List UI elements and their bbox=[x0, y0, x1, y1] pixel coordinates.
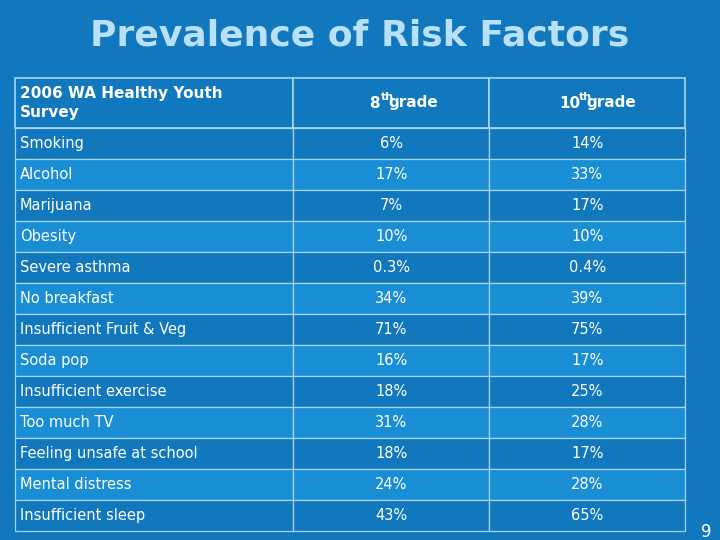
Bar bbox=[490, 190, 685, 221]
Text: 14%: 14% bbox=[571, 136, 603, 151]
Bar bbox=[293, 314, 490, 345]
Bar bbox=[15, 469, 293, 500]
Text: 17%: 17% bbox=[375, 167, 408, 182]
Text: Smoking: Smoking bbox=[20, 136, 84, 151]
Bar bbox=[490, 252, 685, 283]
Text: 17%: 17% bbox=[571, 446, 603, 461]
Text: th: th bbox=[579, 92, 593, 102]
Bar bbox=[293, 283, 490, 314]
Bar bbox=[15, 283, 293, 314]
Bar bbox=[293, 252, 490, 283]
Bar bbox=[490, 283, 685, 314]
Bar bbox=[15, 345, 293, 376]
Text: Prevalence of Risk Factors: Prevalence of Risk Factors bbox=[91, 18, 629, 52]
Text: 0.4%: 0.4% bbox=[569, 260, 606, 275]
Bar bbox=[490, 314, 685, 345]
Bar bbox=[15, 159, 293, 190]
Text: Mental distress: Mental distress bbox=[20, 477, 132, 492]
Text: 43%: 43% bbox=[375, 508, 408, 523]
Bar bbox=[490, 345, 685, 376]
Text: 18%: 18% bbox=[375, 446, 408, 461]
Text: 65%: 65% bbox=[571, 508, 603, 523]
Text: 2006 WA Healthy Youth
Survey: 2006 WA Healthy Youth Survey bbox=[20, 86, 222, 120]
Bar bbox=[293, 221, 490, 252]
Bar bbox=[293, 78, 490, 128]
Bar bbox=[490, 78, 685, 128]
Bar bbox=[15, 78, 293, 128]
Text: 75%: 75% bbox=[571, 322, 603, 337]
Text: 34%: 34% bbox=[375, 291, 408, 306]
Text: Insufficient exercise: Insufficient exercise bbox=[20, 384, 166, 399]
Text: 28%: 28% bbox=[571, 415, 603, 430]
Bar bbox=[293, 438, 490, 469]
Text: 8: 8 bbox=[369, 96, 380, 111]
Text: grade: grade bbox=[586, 96, 636, 111]
Bar bbox=[293, 190, 490, 221]
Bar bbox=[15, 314, 293, 345]
Text: 31%: 31% bbox=[375, 415, 408, 430]
Text: 10%: 10% bbox=[571, 229, 603, 244]
Text: 17%: 17% bbox=[571, 198, 603, 213]
Text: 17%: 17% bbox=[571, 353, 603, 368]
Bar bbox=[490, 500, 685, 531]
Text: 28%: 28% bbox=[571, 477, 603, 492]
Text: 33%: 33% bbox=[571, 167, 603, 182]
Text: 24%: 24% bbox=[375, 477, 408, 492]
Text: th: th bbox=[381, 92, 395, 102]
Bar bbox=[293, 345, 490, 376]
Bar bbox=[15, 376, 293, 407]
Bar bbox=[490, 469, 685, 500]
Text: 10: 10 bbox=[559, 96, 580, 111]
Text: 10%: 10% bbox=[375, 229, 408, 244]
Bar bbox=[15, 128, 293, 159]
Text: 39%: 39% bbox=[571, 291, 603, 306]
Text: 71%: 71% bbox=[375, 322, 408, 337]
Bar bbox=[293, 407, 490, 438]
Text: Insufficient Fruit & Veg: Insufficient Fruit & Veg bbox=[20, 322, 186, 337]
Text: 7%: 7% bbox=[379, 198, 402, 213]
Text: Obesity: Obesity bbox=[20, 229, 76, 244]
Text: No breakfast: No breakfast bbox=[20, 291, 114, 306]
Bar bbox=[490, 438, 685, 469]
Bar bbox=[293, 469, 490, 500]
Text: Alcohol: Alcohol bbox=[20, 167, 73, 182]
Bar bbox=[15, 221, 293, 252]
Text: 25%: 25% bbox=[571, 384, 603, 399]
Text: Too much TV: Too much TV bbox=[20, 415, 114, 430]
Bar bbox=[15, 500, 293, 531]
Bar bbox=[293, 159, 490, 190]
Text: Feeling unsafe at school: Feeling unsafe at school bbox=[20, 446, 197, 461]
Bar bbox=[490, 407, 685, 438]
Text: grade: grade bbox=[388, 96, 438, 111]
Bar bbox=[490, 376, 685, 407]
Bar bbox=[490, 221, 685, 252]
Text: Insufficient sleep: Insufficient sleep bbox=[20, 508, 145, 523]
Bar bbox=[293, 376, 490, 407]
Bar bbox=[293, 500, 490, 531]
Bar bbox=[293, 128, 490, 159]
Text: 0.3%: 0.3% bbox=[373, 260, 410, 275]
Text: Severe asthma: Severe asthma bbox=[20, 260, 130, 275]
Text: 16%: 16% bbox=[375, 353, 408, 368]
Text: 18%: 18% bbox=[375, 384, 408, 399]
Bar bbox=[15, 190, 293, 221]
Bar bbox=[15, 438, 293, 469]
Text: Marijuana: Marijuana bbox=[20, 198, 93, 213]
Bar bbox=[15, 407, 293, 438]
Bar bbox=[15, 252, 293, 283]
Text: 9: 9 bbox=[701, 523, 711, 540]
Text: 6%: 6% bbox=[379, 136, 402, 151]
Text: Soda pop: Soda pop bbox=[20, 353, 89, 368]
Bar bbox=[490, 128, 685, 159]
Bar bbox=[490, 159, 685, 190]
